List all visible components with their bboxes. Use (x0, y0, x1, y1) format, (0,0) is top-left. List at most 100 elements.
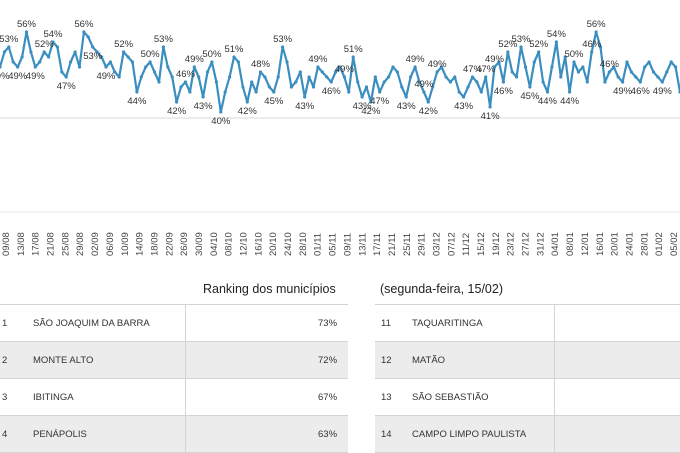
data-point (426, 100, 430, 104)
x-tick-label: 21/11 (387, 233, 398, 256)
data-point (179, 85, 183, 89)
x-axis-ticks: 09/08 13/08 17/08 21/08 25/08 29/08 02/09 06/09… (1, 232, 680, 256)
data-label: 53% (83, 51, 103, 62)
data-label: 50% (202, 49, 222, 60)
data-point (479, 90, 483, 94)
data-point (360, 95, 364, 99)
data-point (183, 80, 188, 84)
data-point (351, 55, 355, 59)
data-point (669, 60, 673, 64)
data-label: 56% (587, 19, 607, 30)
data-point (545, 90, 550, 94)
data-point (338, 65, 342, 69)
data-label: 49% (8, 71, 28, 82)
x-tick-label: 24/10 (283, 232, 294, 256)
column-divider (554, 416, 555, 452)
x-tick-label: 07/12 (446, 232, 457, 256)
data-point (210, 60, 214, 64)
rank-position: 12 (381, 355, 392, 366)
data-label: 49% (653, 86, 673, 97)
data-point (135, 90, 139, 94)
data-point (47, 55, 51, 59)
column-divider (554, 342, 555, 378)
data-point (665, 70, 669, 74)
data-point (607, 70, 612, 74)
data-label: 47% (370, 96, 390, 107)
data-point (656, 75, 660, 79)
isolation-percent: 73% (318, 318, 338, 329)
data-point (91, 45, 95, 49)
data-point (391, 65, 395, 69)
x-tick-label: 20/01 (610, 232, 621, 256)
x-tick-label: 16/01 (595, 232, 606, 256)
data-point (382, 80, 386, 84)
x-tick-label: 10/09 (120, 232, 131, 256)
data-point (435, 70, 439, 74)
data-point (236, 60, 240, 64)
data-point (325, 75, 329, 79)
x-tick-label: 01/02 (654, 232, 665, 256)
data-point (11, 60, 15, 64)
data-labels: 49%53%49%56%49%52%54%47%56%53%49%52%44%5… (0, 19, 672, 127)
x-tick-label: 20/10 (268, 232, 279, 256)
data-point (400, 85, 404, 89)
rank-position: 4 (2, 429, 8, 440)
data-point (157, 80, 161, 84)
data-label: 49% (485, 54, 505, 65)
x-tick-label: 30/09 (194, 232, 205, 256)
data-label: 53% (154, 34, 174, 45)
data-point (369, 100, 373, 104)
data-label: 47% (57, 81, 77, 92)
data-point (16, 65, 20, 69)
municipality-name: MATÃO (412, 355, 446, 366)
x-tick-label: 19/12 (491, 232, 502, 256)
data-point (113, 70, 117, 74)
table-row: 13 SÃO SEBASTIÃO (375, 379, 680, 416)
data-point (214, 80, 218, 84)
data-point (82, 30, 86, 34)
data-point (148, 60, 152, 64)
x-tick-label: 26/09 (179, 232, 190, 256)
data-point (192, 65, 196, 69)
data-label: 49% (0, 71, 10, 82)
data-point (2, 50, 6, 54)
data-label: 43% (397, 101, 417, 112)
data-label: 43% (454, 101, 474, 112)
data-point (232, 55, 236, 59)
data-point (228, 75, 232, 79)
data-point (311, 85, 316, 89)
data-point (272, 90, 276, 94)
x-tick-label: 27/12 (521, 232, 532, 256)
table-row: 11 TAQUARITINGA (375, 305, 680, 342)
isolation-percent: 67% (318, 392, 338, 403)
data-point (0, 65, 2, 69)
data-point (537, 50, 541, 54)
x-tick-label: 13/11 (357, 233, 368, 256)
data-label: 44% (560, 96, 580, 107)
data-point (647, 60, 651, 64)
data-point (254, 90, 258, 94)
data-label: 47% (463, 64, 483, 75)
data-point (387, 75, 391, 79)
data-point (77, 65, 82, 69)
data-point (585, 80, 589, 84)
data-label: 42% (238, 106, 258, 117)
data-point (440, 65, 444, 69)
data-label: 49% (308, 54, 328, 65)
data-point (281, 45, 285, 49)
data-point (258, 70, 263, 74)
data-label: 54% (43, 29, 63, 40)
data-point (638, 80, 642, 84)
data-point (86, 35, 90, 39)
data-label: 49% (26, 71, 46, 82)
data-label: 44% (538, 96, 558, 107)
data-point (523, 65, 528, 69)
data-point (267, 85, 271, 89)
municipality-name: CAMPO LIMPO PAULISTA (412, 429, 527, 440)
data-label: 46% (582, 39, 602, 50)
data-point (457, 90, 461, 94)
data-label: 45% (264, 96, 284, 107)
data-point (484, 75, 488, 79)
data-label: 49% (185, 54, 205, 65)
data-point (581, 65, 585, 69)
